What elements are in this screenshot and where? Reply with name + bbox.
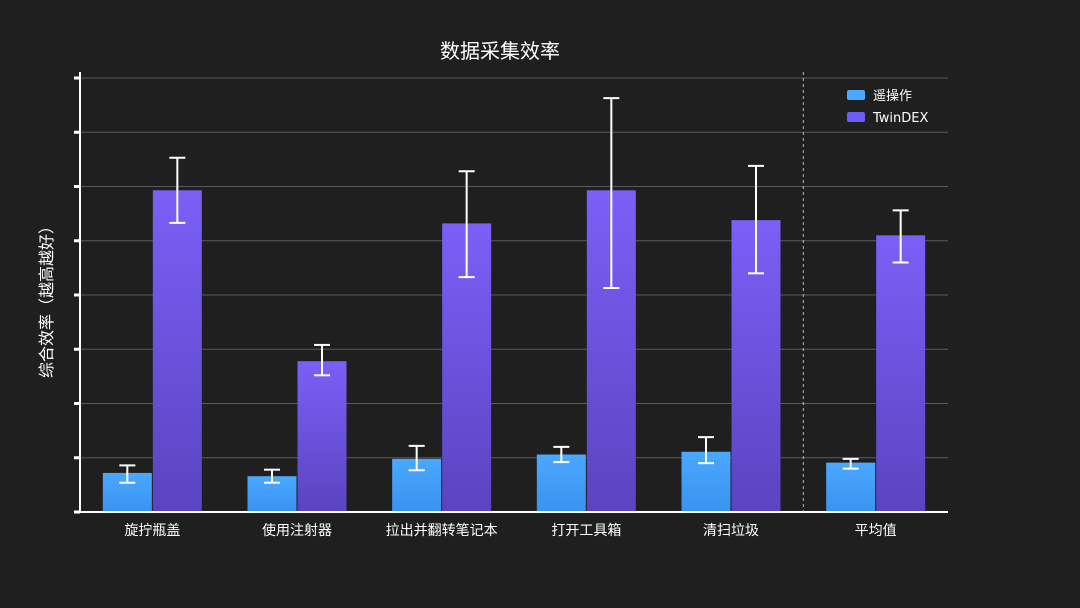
legend-label: 遥操作 [873,88,912,104]
bar-twindex [152,190,202,513]
x-tick-label: 打开工具箱 [551,522,621,539]
bar-teleop [826,462,876,512]
bar-twindex [297,361,347,512]
legend-label: TwinDEX [872,111,928,126]
bars [102,190,926,513]
bar-twindex [876,235,926,512]
legend-swatch [847,112,865,122]
bar-teleop [536,454,586,512]
chart-title: 数据采集效率 [440,39,560,63]
legend-swatch [847,90,865,100]
x-tick-label: 使用注射器 [262,522,332,539]
x-tick-label: 平均值 [855,523,897,539]
y-axis-label: 综合效率（越高越好） [37,218,56,378]
gridlines [80,77,948,459]
legend: 遥操作 TwinDEX [847,88,928,126]
axes [74,72,948,514]
category-labels: 旋拧瓶盖 使用注射器 拉出并翻转笔记本 打开工具箱 清扫垃圾 平均值 [124,522,896,539]
error-bars [119,97,909,484]
x-tick-label: 清扫垃圾 [703,523,759,539]
x-tick-label: 拉出并翻转笔记本 [386,523,498,539]
x-tick-label: 旋拧瓶盖 [124,523,180,539]
